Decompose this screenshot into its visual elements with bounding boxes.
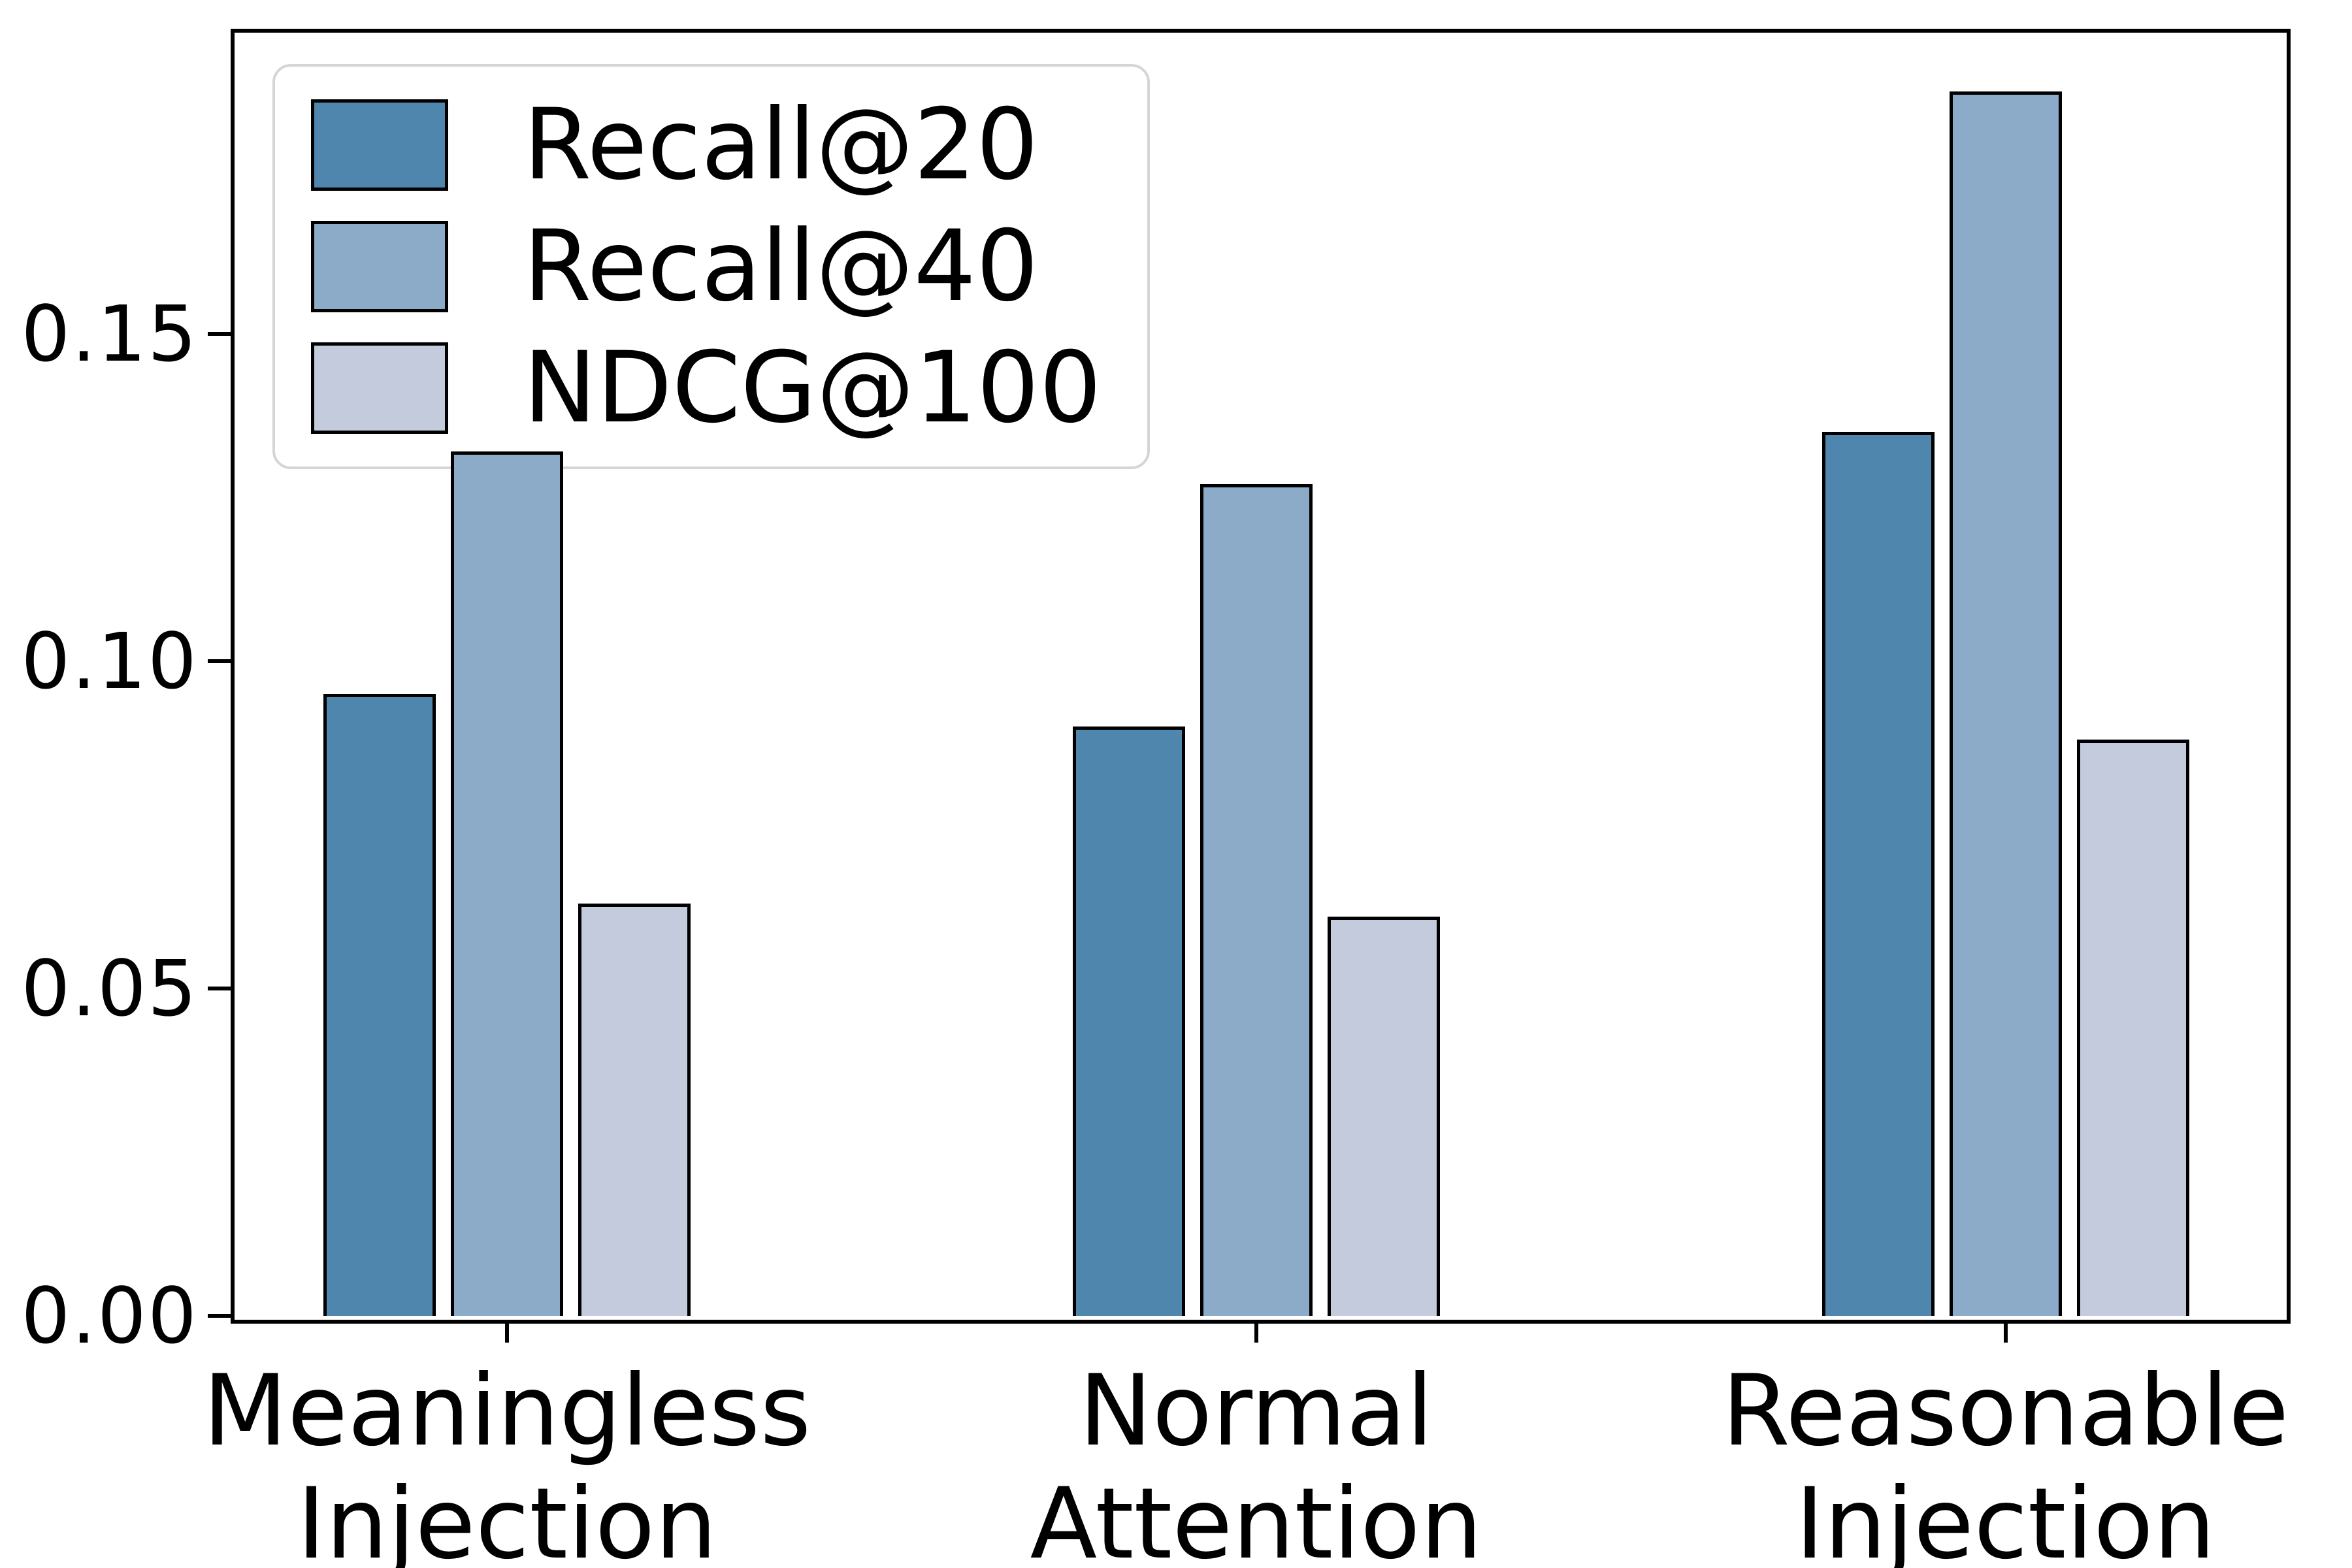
legend-swatch-recall-40: [311, 221, 448, 312]
legend-item-ndcg-100: NDCG@100: [311, 339, 1102, 437]
legend-swatch-ndcg-100: [311, 342, 448, 434]
legend-label: Recall@20: [523, 88, 1039, 202]
bar-recall-40-reasonable: [1949, 91, 2062, 1316]
x-axis-tick-label: Normal Attention: [1030, 1354, 1482, 1568]
x-axis-tick-label: Meaningless Injection: [203, 1354, 811, 1568]
x-axis-tick: [2003, 1320, 2008, 1343]
y-axis-tick-label: 0.00: [21, 1271, 198, 1361]
legend-swatch-recall-20: [311, 99, 448, 191]
bar-recall-20-meaningless: [323, 694, 436, 1316]
bar-ndcg-100-normal: [1327, 917, 1440, 1316]
bar-recall-20-reasonable: [1821, 432, 1935, 1316]
y-axis-tick: [208, 1314, 231, 1318]
bar-recall-20-normal: [1072, 727, 1185, 1316]
legend: Recall@20 Recall@40 NDCG@100: [272, 64, 1150, 469]
y-axis-tick-label: 0.05: [21, 943, 198, 1034]
x-axis-tick: [505, 1320, 509, 1343]
legend-item-recall-40: Recall@40: [311, 218, 1102, 316]
y-axis-tick: [208, 659, 231, 663]
bar-ndcg-100-meaningless: [578, 904, 691, 1316]
y-axis-tick-label: 0.10: [21, 616, 198, 706]
y-axis-tick: [208, 987, 231, 990]
y-axis-tick: [208, 332, 231, 336]
bar-recall-40-meaningless: [451, 451, 563, 1316]
bar-recall-40-normal: [1200, 484, 1313, 1316]
legend-label: NDCG@100: [523, 331, 1102, 445]
legend-label: Recall@40: [523, 210, 1039, 323]
y-axis-tick-label: 0.15: [21, 289, 198, 379]
x-axis-tick-label: Reasonable Injection: [1722, 1354, 2289, 1568]
bar-ndcg-100-reasonable: [2076, 740, 2189, 1316]
x-axis-tick: [1254, 1320, 1258, 1343]
legend-item-recall-20: Recall@20: [311, 96, 1102, 194]
